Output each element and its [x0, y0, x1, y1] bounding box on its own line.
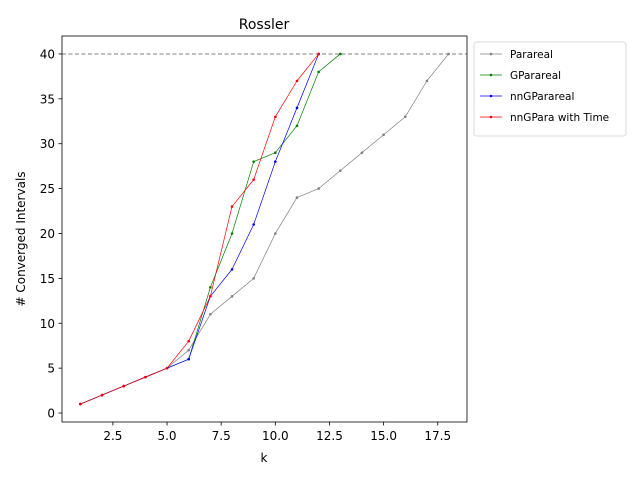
y-tick-label: 35 — [40, 92, 55, 106]
legend-label-2: GParareal — [510, 70, 561, 82]
y-tick-label: 5 — [47, 362, 55, 376]
legend-marker-4 — [489, 115, 493, 119]
series-1-point — [339, 169, 342, 172]
x-tick-label: 5.0 — [157, 429, 176, 443]
y-tick-label: 0 — [47, 407, 55, 421]
series-2-point — [274, 151, 277, 154]
series-4-point — [209, 295, 212, 298]
series-1-point — [447, 52, 450, 56]
x-tick-label: 15.0 — [370, 429, 397, 443]
legend-label-1: Parareal — [510, 49, 553, 61]
y-tick-label: 30 — [40, 137, 55, 151]
legend-box — [473, 41, 627, 137]
series-4-point — [317, 52, 320, 56]
series-3-point — [230, 268, 234, 271]
plot-area: 2.5 5.0 7.5 10.0 12.5 15.0 17.5 0 5 10 15 20 25 30 35 4… — [40, 35, 468, 443]
series-1-point — [187, 348, 190, 352]
series-3-point — [274, 160, 277, 163]
y-axis-label: # Converged Intervals — [14, 171, 28, 306]
y-tick-label: 40 — [40, 47, 55, 61]
x-tick-label: 10.0 — [262, 429, 289, 443]
series-1-point — [295, 196, 299, 199]
series-3-point — [295, 106, 299, 110]
chart-title: Rossler — [239, 17, 290, 33]
series-4-point — [274, 115, 277, 119]
series-1-point — [425, 79, 429, 83]
series-4-point — [79, 402, 82, 406]
series-2-point — [317, 70, 320, 74]
series-1-point — [382, 133, 385, 137]
series-line-4 — [80, 53, 319, 405]
y-tick-label: 10 — [40, 317, 55, 331]
series-2-point — [252, 160, 255, 163]
legend-marker-2 — [489, 73, 493, 77]
series-2-point — [209, 286, 212, 289]
series-3-point — [252, 223, 255, 226]
x-tick-label: 12.5 — [316, 429, 343, 443]
legend-label-3: nnGParareal — [510, 91, 574, 103]
series-4-point — [295, 79, 299, 83]
series-1-point — [317, 187, 320, 190]
series-4-point — [187, 339, 190, 343]
series-1-point — [360, 151, 364, 154]
series-1-point — [274, 232, 277, 235]
series-2-point — [230, 232, 234, 235]
axes-frame — [61, 35, 468, 423]
y-tick-label: 20 — [40, 227, 55, 241]
x-axis-label: k — [261, 451, 268, 465]
series-1-point — [403, 115, 407, 119]
series-2-point — [295, 124, 299, 128]
y-tick-label: 25 — [40, 182, 55, 196]
series-4-point — [165, 366, 169, 370]
series-2-point — [339, 52, 342, 56]
series-1-point — [209, 312, 212, 316]
x-tick-label: 2.5 — [103, 429, 122, 443]
series-4-point — [252, 178, 255, 181]
y-tick-label: 15 — [40, 272, 55, 286]
legend-marker-3 — [489, 94, 493, 98]
x-tick-label: 17.5 — [424, 429, 451, 443]
legend: Parareal GParareal nnGParareal nnGPara with… — [473, 41, 627, 137]
series-4-point — [144, 375, 147, 379]
series-3-point — [187, 357, 190, 361]
series-1-point — [230, 295, 234, 298]
series-4-point — [100, 393, 104, 397]
series-1-point — [252, 277, 255, 280]
legend-marker-1 — [489, 52, 493, 56]
series-4-point — [230, 205, 234, 208]
legend-label-4: nnGPara with Time — [510, 112, 609, 124]
x-tick-label: 7.5 — [212, 429, 231, 443]
series-4-point — [122, 384, 126, 388]
